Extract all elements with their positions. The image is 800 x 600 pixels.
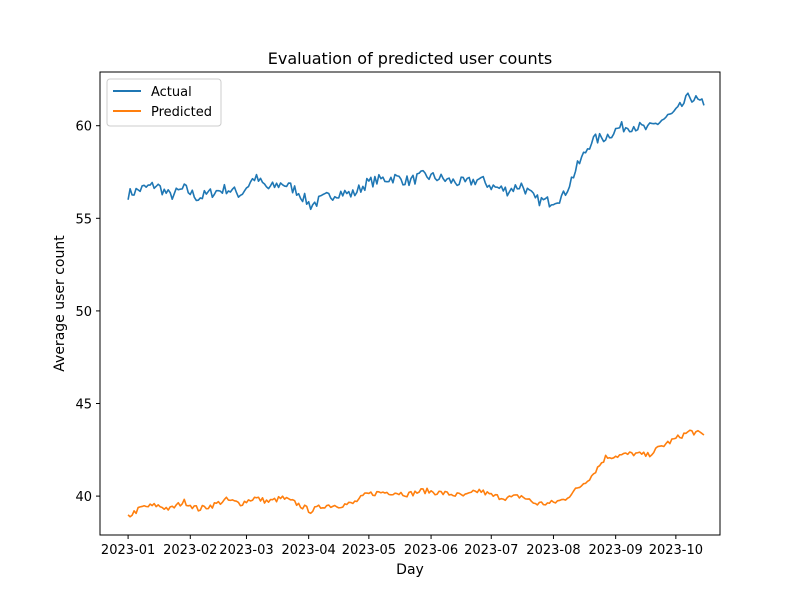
y-tick-label: 60 [75,120,92,135]
y-tick-label: 45 [75,398,92,413]
x-axis: 2023-01 2023-02 2023-03 2023-04 2023-05 2023-… [101,535,703,558]
plot-frame [99,71,721,536]
x-tick-label: 2023-10 [649,543,703,558]
y-tick-label: 50 [75,305,92,320]
x-tick-label: 2023-08 [526,543,580,558]
legend-label-predicted: Predicted [151,105,212,120]
x-tick-label: 2023-04 [282,543,336,558]
x-axis-label: Day [396,562,424,578]
series-line-predicted [127,429,705,518]
legend: Actual Predicted [106,78,222,127]
series-line-actual [127,92,705,211]
legend-label-actual: Actual [151,85,192,100]
x-tick-label: 2023-02 [163,543,217,558]
series-layer [127,92,705,518]
x-tick-label: 2023-07 [464,543,518,558]
x-tick-label: 2023-09 [588,543,642,558]
x-tick-label: 2023-06 [404,543,458,558]
x-tick-label: 2023-01 [101,543,155,558]
chart-title: Evaluation of predicted user counts [268,49,552,68]
y-axis: 40 45 50 55 60 [75,120,100,505]
y-axis-label: Average user count [52,235,68,372]
x-tick-label: 2023-03 [219,543,273,558]
y-tick-label: 55 [75,212,92,227]
x-tick-label: 2023-05 [342,543,396,558]
plot-area [99,71,721,536]
y-tick-label: 40 [75,490,92,505]
